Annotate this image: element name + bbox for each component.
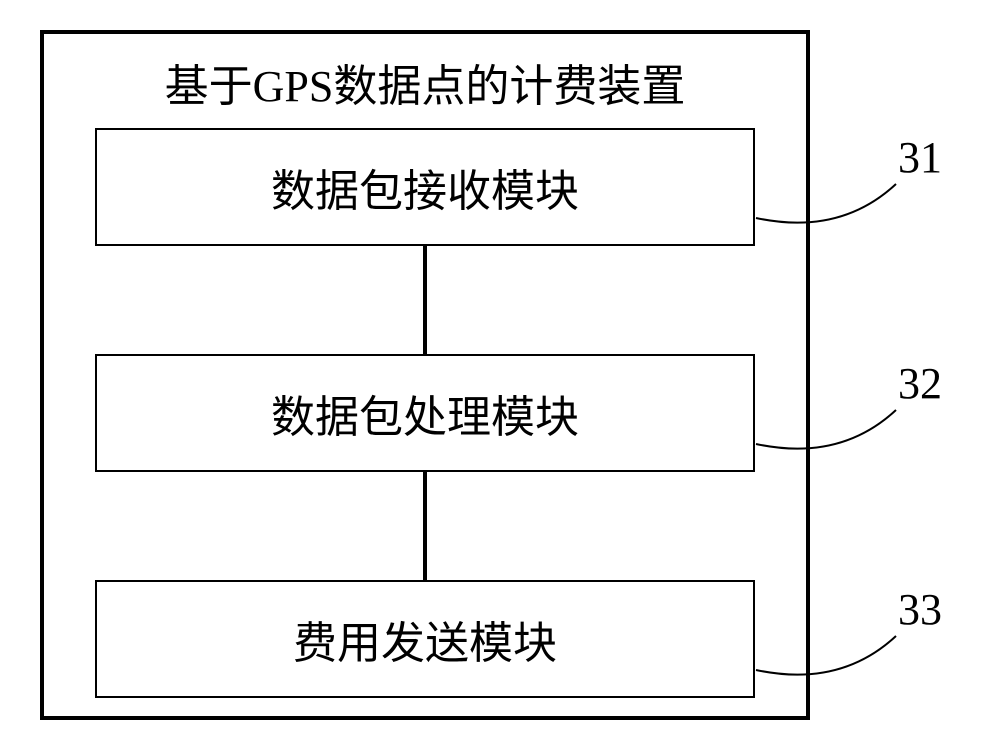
diagram-title: 基于GPS数据点的计费装置 [0, 50, 850, 114]
module-label-receive: 数据包接收模块 [271, 155, 579, 219]
module-label-process: 数据包处理模块 [271, 381, 579, 445]
module-box-receive: 数据包接收模块 [95, 128, 755, 246]
module-label-send: 费用发送模块 [293, 607, 557, 671]
ref-label-33: 33 [898, 584, 942, 635]
module-box-send: 费用发送模块 [95, 580, 755, 698]
module-box-process: 数据包处理模块 [95, 354, 755, 472]
ref-label-32: 32 [898, 358, 942, 409]
diagram-canvas: 基于GPS数据点的计费装置 数据包接收模块 数据包处理模块 费用发送模块 31 … [0, 0, 1000, 746]
ref-label-31: 31 [898, 132, 942, 183]
